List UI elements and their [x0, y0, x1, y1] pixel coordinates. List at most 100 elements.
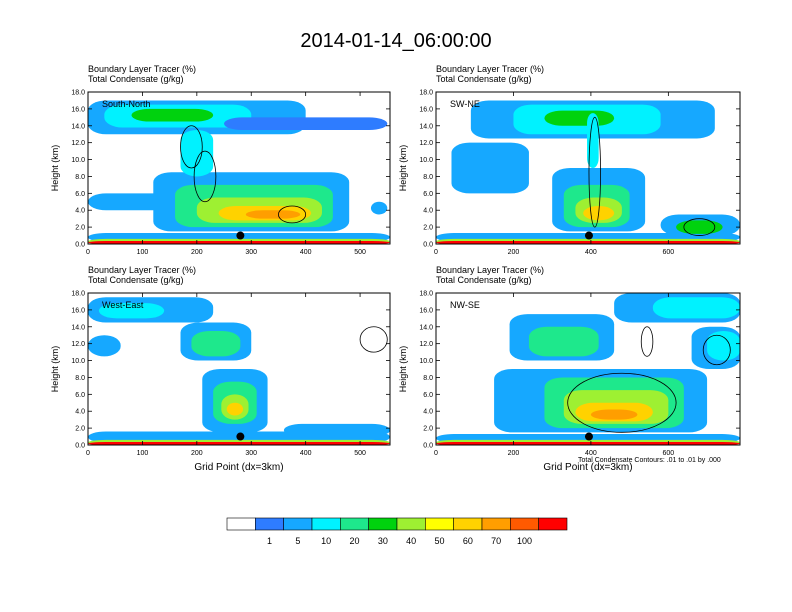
x-tick-label: 0	[86, 450, 90, 457]
y-tick-label: 8.0	[75, 174, 85, 181]
colorbar-label: 30	[378, 536, 388, 546]
y-tick-label: 12.0	[71, 140, 85, 147]
tracer-patch	[652, 297, 740, 319]
y-tick-label: 0.0	[423, 242, 433, 249]
region-label: SW-NE	[450, 99, 480, 109]
x-tick-label: 0	[86, 249, 90, 256]
y-tick-label: 2.0	[75, 426, 85, 433]
y-tick-label: 12.0	[71, 341, 85, 348]
tracer-patch	[590, 409, 638, 420]
y-tick-label: 16.0	[71, 106, 85, 113]
tracer-patch	[88, 241, 390, 244]
y-tick-label: 10.0	[419, 157, 433, 164]
tracer-patch	[191, 331, 241, 357]
colorbar-label: 100	[517, 536, 532, 546]
colorbar-swatch	[226, 517, 256, 531]
colorbar-label: 20	[349, 536, 359, 546]
tracer-patch	[98, 303, 165, 319]
colorbar-label: 1	[267, 536, 272, 546]
colorbar-swatch	[255, 517, 284, 531]
condensate-contour	[588, 116, 601, 228]
y-tick-label: 18.0	[71, 291, 85, 298]
y-tick-label: 6.0	[75, 191, 85, 198]
colorbar-swatch	[453, 517, 483, 531]
tracer-field	[88, 297, 390, 445]
x-tick-label: 100	[137, 450, 149, 457]
tracer-patch	[283, 423, 390, 437]
y-axis-label: Height (km)	[398, 346, 408, 393]
colorbar-label: 60	[463, 536, 473, 546]
tracer-patch	[131, 108, 214, 122]
condensate-contour	[702, 334, 731, 366]
panel-3: 0 100 200 300 400 500 0.0 2.0 4.0 6.0 8.0 10.0 12.0 1…	[50, 265, 391, 473]
panel-title-line: Boundary Layer Tracer (%)	[88, 265, 196, 275]
tracer-patch	[88, 442, 390, 445]
condensate-contour	[193, 150, 217, 203]
location-marker	[584, 231, 593, 240]
tracer-field	[436, 293, 740, 445]
x-tick-label: 500	[354, 450, 366, 457]
y-tick-label: 8.0	[423, 375, 433, 382]
colorbar-swatch	[311, 517, 341, 531]
condensate-contour	[640, 326, 654, 357]
y-tick-label: 0.0	[423, 443, 433, 450]
y-tick-label: 14.0	[419, 123, 433, 130]
condensate-contour	[359, 326, 388, 353]
colorbar-swatch	[283, 517, 313, 531]
region-label: South-North	[102, 99, 151, 109]
x-tick-label: 0	[434, 450, 438, 457]
colorbar-label: 40	[406, 536, 416, 546]
x-tick-label: 600	[663, 249, 675, 256]
y-tick-label: 2.0	[423, 426, 433, 433]
colorbar-swatch	[396, 517, 426, 531]
y-tick-label: 6.0	[423, 392, 433, 399]
tracer-patch	[245, 210, 301, 219]
location-marker	[584, 432, 593, 441]
x-tick-label: 600	[663, 450, 675, 457]
plot-frame	[87, 292, 391, 446]
tracer-patch	[544, 110, 615, 126]
tracer-patch	[528, 326, 599, 357]
y-tick-label: 10.0	[419, 358, 433, 365]
colorbar-swatch	[368, 517, 398, 531]
colorbar-label: 70	[491, 536, 501, 546]
tracer-patch	[180, 130, 214, 177]
panel-1: 0 100 200 300 400 500 0.0 2.0 4.0 6.0 8.0 10.0 12.0 1…	[50, 64, 391, 256]
colorbar-swatch	[538, 517, 568, 531]
panel-title-line: Boundary Layer Tracer (%)	[436, 265, 544, 275]
y-tick-label: 0.0	[75, 242, 85, 249]
x-tick-label: 0	[434, 249, 438, 256]
y-tick-label: 12.0	[419, 341, 433, 348]
colorbar-swatch	[510, 517, 539, 531]
tracer-patch	[587, 113, 599, 168]
panel-2: 0 200 400 600 0.0 2.0 4.0 6.0 8.0 10.0 12.0 14.0 16.…	[398, 64, 741, 256]
y-tick-label: 18.0	[419, 90, 433, 97]
tracer-patch	[707, 331, 740, 361]
location-marker	[236, 231, 245, 240]
y-tick-label: 12.0	[419, 140, 433, 147]
y-tick-label: 6.0	[423, 191, 433, 198]
y-tick-label: 16.0	[419, 307, 433, 314]
contour-note: Total Condensate Contours: .01 to .01 by…	[578, 457, 721, 464]
colorbar-swatch	[425, 517, 454, 531]
y-tick-label: 8.0	[423, 174, 433, 181]
condensate-contour	[683, 218, 716, 236]
colorbar: 1 5 10 20 30 40 50 60 70 100	[226, 517, 568, 546]
tracer-patch	[88, 335, 121, 357]
colorbar-label: 50	[434, 536, 444, 546]
tracer-patch	[436, 442, 740, 445]
tracer-patch	[224, 117, 388, 130]
x-tick-label: 300	[245, 450, 257, 457]
x-tick-label: 200	[508, 450, 520, 457]
region-label: NW-SE	[450, 300, 480, 310]
x-tick-label: 400	[300, 249, 312, 256]
location-marker	[236, 432, 245, 441]
y-tick-label: 6.0	[75, 392, 85, 399]
y-tick-label: 4.0	[75, 409, 85, 416]
y-tick-label: 2.0	[75, 225, 85, 232]
colorbar-swatch	[340, 517, 369, 531]
figure-title: 2014-01-14_06:00:00	[300, 30, 492, 52]
y-tick-label: 14.0	[71, 123, 85, 130]
x-tick-label: 200	[191, 450, 203, 457]
y-tick-label: 16.0	[71, 307, 85, 314]
